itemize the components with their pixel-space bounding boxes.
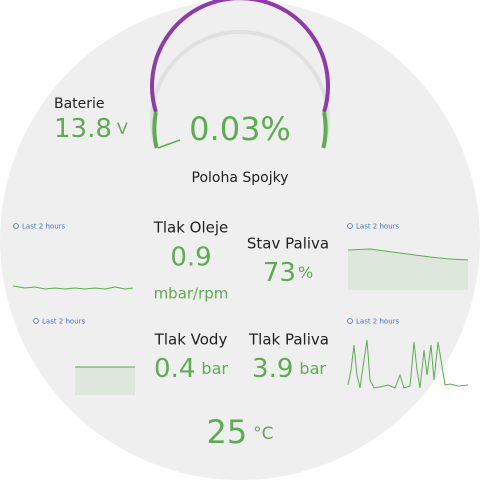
history-card[interactable]: Last 2 hours (12, 223, 134, 290)
sparkline (347, 339, 469, 389)
sensor-reading: 13.8 V (54, 114, 128, 144)
sensor-value: 0.9 (170, 243, 211, 273)
sensor-reading: 0.4 bar (154, 354, 228, 384)
sensor-name: Stav Paliva (247, 235, 329, 253)
sensor-card[interactable]: Baterie 13.8 V (54, 96, 128, 144)
sensor-value: 13.8 (54, 114, 112, 144)
clock-icon (347, 318, 353, 324)
gauge-arc-ok (321, 111, 328, 149)
sensor-name: Tlak Paliva (248, 331, 329, 349)
gauge-unit: % (260, 110, 290, 148)
clock-icon (13, 223, 19, 229)
sensor-value: 3.9 (252, 354, 293, 384)
clock-icon (33, 318, 39, 324)
gauge-name: Poloha Spojky (192, 170, 289, 186)
clock-icon (347, 223, 353, 229)
sparkline-area (348, 249, 468, 290)
sensor-card[interactable]: 25 °C (206, 413, 273, 451)
sensor-unit: bar (201, 359, 228, 378)
sensor-card[interactable]: Stav Paliva 73% (247, 235, 329, 288)
sensor-reading: 3.9 bar (252, 354, 326, 384)
sensor-unit: V (117, 119, 128, 138)
sparkline-area (75, 367, 135, 395)
sensor-unit: bar (299, 359, 326, 378)
gauge-value: 0.03 (189, 110, 260, 148)
sensor-name: Tlak Vody (154, 331, 228, 349)
history-card[interactable]: Last 2 hours (347, 318, 469, 389)
sparkline (347, 248, 469, 261)
sensor-unit: °C (253, 424, 273, 444)
history-card[interactable]: Last 2 hours (347, 223, 469, 291)
sparkline (12, 285, 134, 290)
sensor-card[interactable]: Tlak Oleje 0.9 mbar/rpm (153, 219, 229, 303)
gauge-reading: 0.03% (189, 110, 291, 148)
sensor-name: Tlak Oleje (153, 219, 229, 237)
sensor-reading: 25 °C (206, 413, 273, 451)
gauge-needle (157, 139, 181, 149)
history-label: Last 2 hours (22, 223, 66, 231)
sensor-value: 25 (206, 413, 247, 451)
history-card[interactable]: Last 2 hours (33, 318, 136, 396)
sensor-unit: mbar/rpm (154, 285, 229, 303)
sensor-reading: 73% (263, 258, 313, 288)
gauge-arc-ok (152, 111, 159, 149)
sensor-value: 0.4 (154, 354, 195, 384)
sensor-name: Baterie (54, 96, 105, 112)
sensor-card[interactable]: Tlak Vody 0.4 bar (154, 331, 229, 384)
history-label: Last 2 hours (42, 318, 86, 326)
sensor-unit: % (298, 263, 313, 282)
sensor-value: 73 (263, 258, 296, 288)
history-label: Last 2 hours (356, 223, 400, 231)
gauge-arc-warning (150, 0, 330, 113)
gauge[interactable]: 0.03% Poloha Spojky (150, 0, 330, 186)
sensor-card[interactable]: Tlak Paliva 3.9 bar (248, 331, 329, 384)
history-label: Last 2 hours (356, 318, 400, 326)
